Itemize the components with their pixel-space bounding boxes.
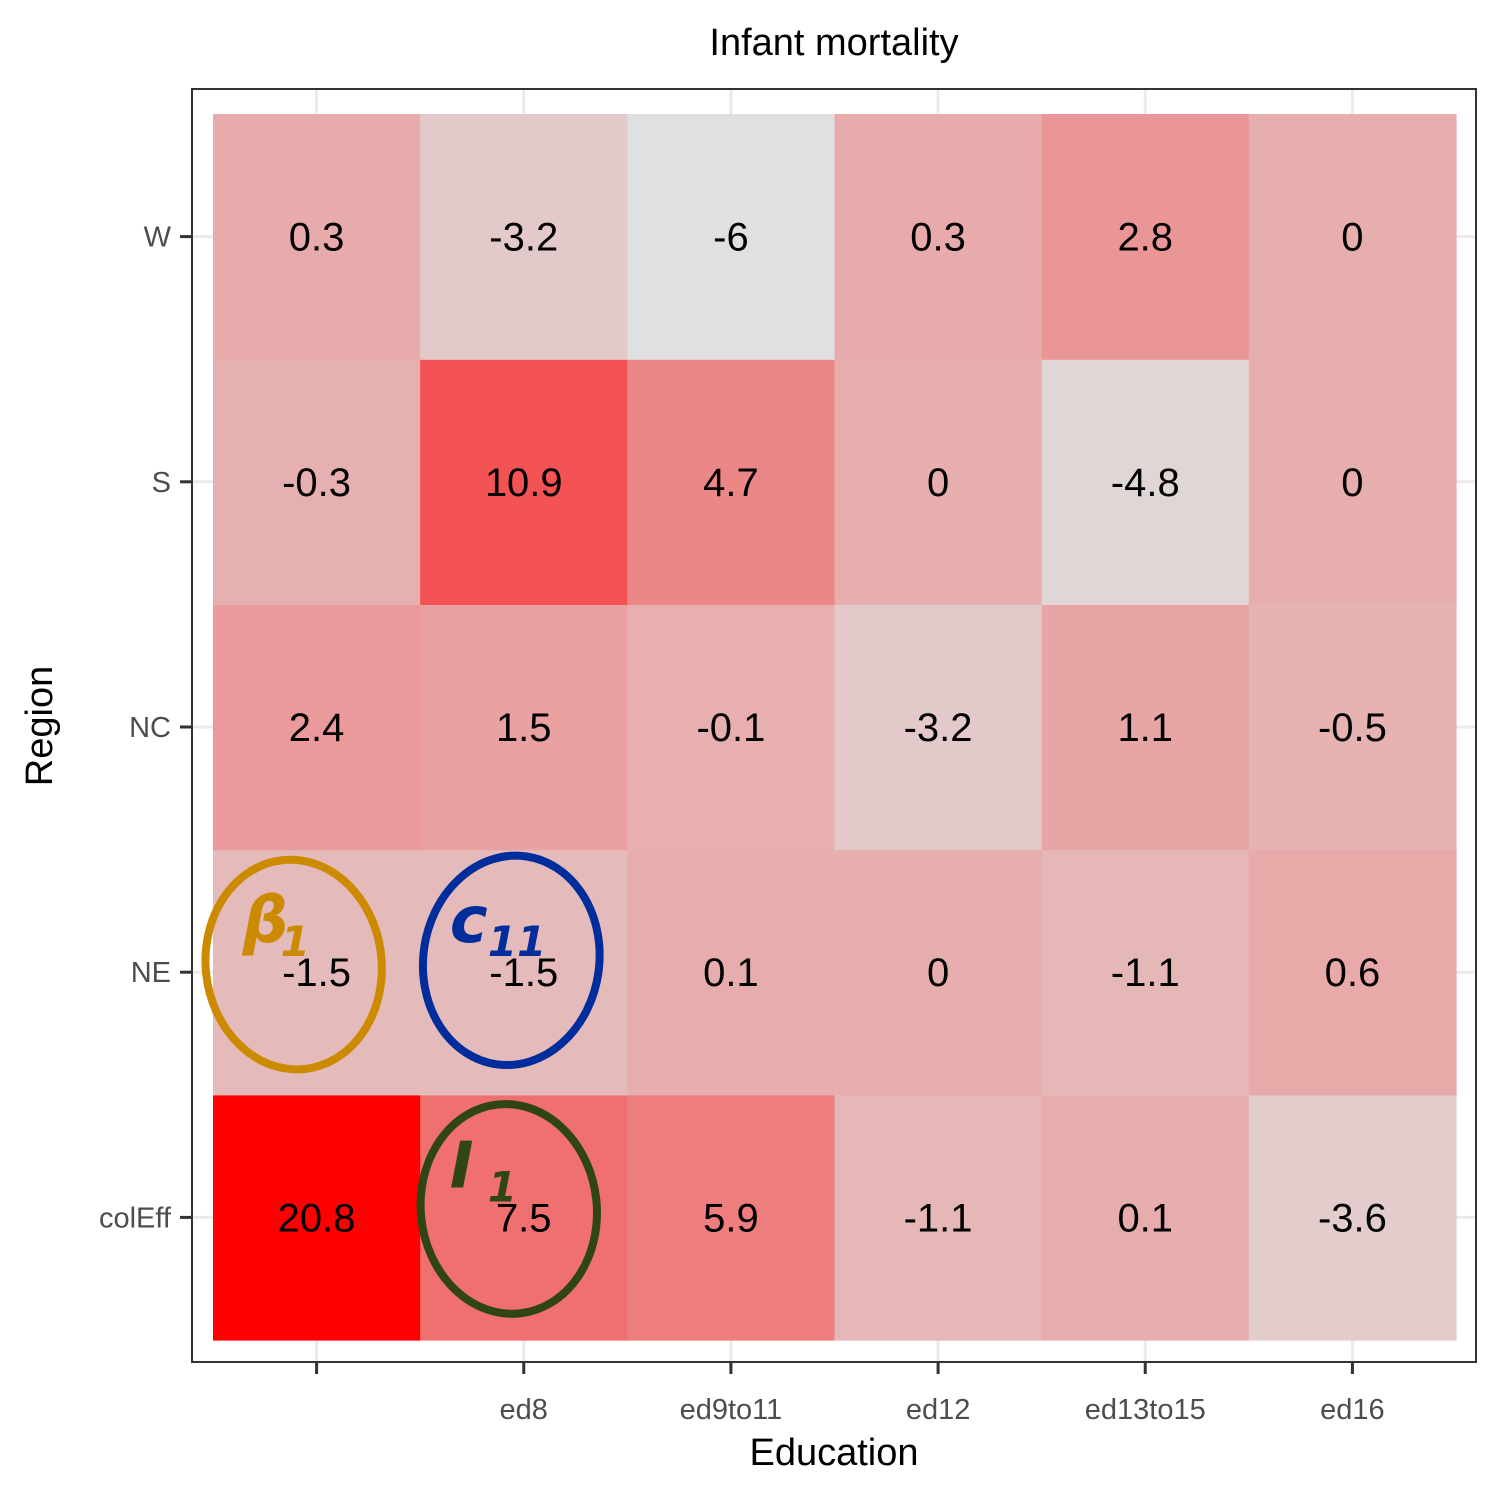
y-axis: colEff NE NC S W <box>99 222 192 1234</box>
cell-value-label: 0.6 <box>1325 951 1381 995</box>
handwritten-annotations: β1 c 11I 1 <box>201 851 604 1318</box>
x-axis-title: Education <box>749 1432 918 1474</box>
y-tick-label: S <box>152 467 171 499</box>
heatmap-cell <box>213 359 421 605</box>
cell-value-label: 0.3 <box>910 216 966 260</box>
x-tick-label: ed12 <box>906 1394 971 1426</box>
heatmap-cell <box>1041 359 1250 605</box>
cell-value-label: -1.1 <box>904 1196 973 1240</box>
heatmap-cell <box>834 604 1043 851</box>
cell-value-label: -3.2 <box>904 706 973 750</box>
cell-value-label: 20.8 <box>278 1196 356 1240</box>
annotation-circle <box>416 1100 601 1318</box>
heatmap-cells <box>213 114 1457 1341</box>
cell-value-label: -0.3 <box>282 461 351 505</box>
heatmap-cell <box>213 604 421 851</box>
cell-value-label: -4.8 <box>1111 461 1180 505</box>
annotation-circle <box>418 851 604 1070</box>
cell-value-label: 0 <box>1341 216 1363 260</box>
heatmap-cell <box>1041 849 1250 1096</box>
heatmap-cell <box>213 114 421 360</box>
cell-value-label: 0.1 <box>703 951 759 995</box>
heatmap-cell <box>834 359 1043 605</box>
cell-value-label: 1.5 <box>496 706 552 750</box>
cell-value-labels: 20.8 7.5 5.9 -1.1 0.1 -3.6 -1.5 -1.5 0.1 0 -1.1 0.6… <box>278 216 1387 1241</box>
cell-value-label: 2.4 <box>289 706 345 750</box>
cell-value-label: 0 <box>927 951 949 995</box>
heatmap-cell <box>1041 1094 1250 1341</box>
x-tick-label: ed13to15 <box>1085 1394 1206 1426</box>
cell-value-label: 1.1 <box>1117 706 1173 750</box>
cell-value-label: 4.7 <box>703 461 759 505</box>
cell-value-label: -3.6 <box>1318 1196 1387 1240</box>
heatmap-cell <box>213 1094 421 1341</box>
heatmap-cell <box>420 849 628 1096</box>
cell-value-label: 0 <box>1341 461 1363 505</box>
heatmap-cell <box>627 604 836 851</box>
cell-value-label: 7.5 <box>496 1196 552 1240</box>
heatmap-cell <box>834 849 1043 1096</box>
cell-value-label: 0.3 <box>289 216 345 260</box>
annotation-label: I <box>450 1129 474 1203</box>
heatmap-cell <box>627 1094 836 1341</box>
annotation-subscript: 1 <box>281 917 310 966</box>
cell-value-label: -0.1 <box>696 706 765 750</box>
y-axis-title: Region <box>19 666 61 786</box>
annotation-label: c <box>450 884 488 958</box>
y-tick-label: W <box>144 222 172 254</box>
plot-panel: 20.8 7.5 5.9 -1.1 0.1 -3.6 -1.5 -1.5 0.1 0 -1.1 0.6… <box>191 88 1477 1363</box>
heatmap-cell <box>627 359 836 605</box>
annotation-subscript: 11 <box>488 917 546 966</box>
cell-value-label: 5.9 <box>703 1196 759 1240</box>
y-tick-label: NE <box>131 957 171 989</box>
heatmap-cell <box>1041 114 1250 360</box>
y-tick-label: NC <box>129 712 171 744</box>
x-axis: ed8 ed9to11 ed12 ed13to15 ed16 <box>315 1362 1385 1426</box>
chart-title: Infant mortality <box>709 22 958 64</box>
cell-value-label: 0 <box>927 461 949 505</box>
heatmap-cell <box>1248 114 1457 360</box>
annotation-subscript: 1 <box>488 1162 517 1211</box>
annotation-label: β <box>242 884 289 958</box>
x-tick-label: ed16 <box>1320 1394 1385 1426</box>
heatmap-cell <box>420 114 628 360</box>
heatmap-cell <box>834 1094 1043 1341</box>
cell-value-label: -1.5 <box>489 951 558 995</box>
x-tick-label: ed8 <box>500 1394 548 1426</box>
cell-value-label: -6 <box>713 216 749 260</box>
heatmap-cell <box>627 849 836 1096</box>
heatmap-cell <box>834 114 1043 360</box>
cell-value-label: 2.8 <box>1117 216 1173 260</box>
cell-value-label: -0.5 <box>1318 706 1387 750</box>
heatmap-cell <box>1248 1094 1457 1341</box>
heatmap-cell <box>627 114 836 360</box>
y-tick-label: colEff <box>99 1202 172 1234</box>
cell-value-label: -3.2 <box>489 216 558 260</box>
cell-value-label: 0.1 <box>1117 1196 1173 1240</box>
heatmap-cell <box>1248 849 1457 1096</box>
heatmap-cell <box>1248 604 1457 851</box>
cell-value-label: -1.5 <box>282 951 351 995</box>
heatmap-cell <box>420 604 628 851</box>
heatmap-cell <box>1041 604 1250 851</box>
heatmap-cell <box>1248 359 1457 605</box>
cell-value-label: 10.9 <box>485 461 563 505</box>
cell-value-label: -1.1 <box>1111 951 1180 995</box>
heatmap-cell <box>420 359 628 605</box>
x-tick-label: ed9to11 <box>680 1394 783 1426</box>
annotation-circle <box>201 855 386 1074</box>
